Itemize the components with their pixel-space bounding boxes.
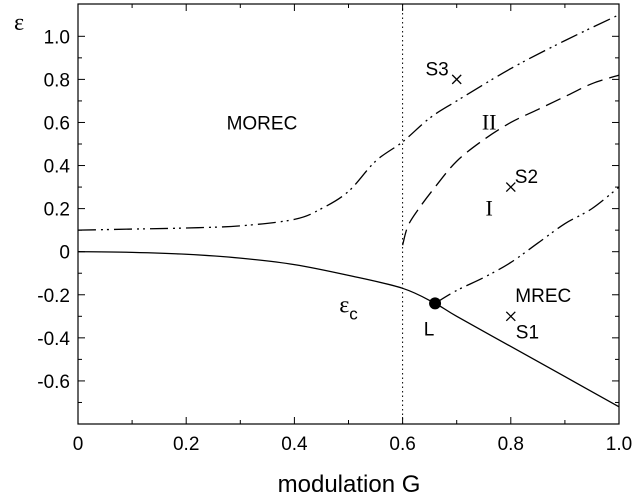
point-l-label: L [424, 319, 435, 340]
y-axis-label: ε [14, 10, 24, 36]
x-tick-label: 0 [73, 434, 84, 455]
x-axis-label: modulation G [278, 471, 421, 498]
series-line-4 [434, 186, 620, 304]
x-tick-label: 0.8 [498, 434, 524, 455]
x-tick-label: 0.6 [389, 434, 415, 455]
y-tick-label: 1.0 [44, 27, 70, 48]
point-s2-label: S2 [515, 167, 538, 188]
tick-group: 0 0.2 0.4 0.6 0.8 1.0 -0.6 -0.4 -0.2 0 0.2 0.4 0.6 0.… [37, 4, 632, 455]
y-tick-label: 0.2 [44, 200, 70, 221]
y-tick-label: -0.4 [37, 329, 70, 350]
series-line-3 [401, 74, 620, 246]
y-tick-label: 0.4 [44, 157, 71, 178]
point-s2-marker [505, 182, 516, 193]
y-tick-label: -0.2 [37, 286, 70, 307]
y-tick-label: 0.8 [44, 70, 70, 91]
point-s1-marker [505, 311, 516, 322]
y-tick-label: 0 [59, 243, 70, 264]
annotation-mrec: MREC [515, 286, 571, 307]
annotation-morec: MOREC [227, 113, 298, 134]
annotation-ii: II [482, 109, 497, 134]
curve-group [77, 14, 620, 408]
annotation-epsilon-c: εc [339, 293, 358, 324]
annotation-i: I [485, 196, 492, 221]
series-line-2 [77, 14, 620, 231]
x-tick-label: 0.4 [281, 434, 308, 455]
y-tick-label: 0.6 [44, 113, 70, 134]
point-s3-label: S3 [425, 59, 448, 80]
point-l-marker [429, 297, 442, 310]
marker-group: S1 S2 S3 L [424, 59, 539, 343]
series-line-1 [77, 251, 620, 408]
x-tick-label: 1.0 [606, 434, 632, 455]
x-tick-label: 0.2 [173, 434, 199, 455]
y-tick-label: -0.6 [37, 372, 70, 393]
point-s3-marker [451, 74, 462, 85]
point-s1-label: S1 [516, 322, 539, 343]
